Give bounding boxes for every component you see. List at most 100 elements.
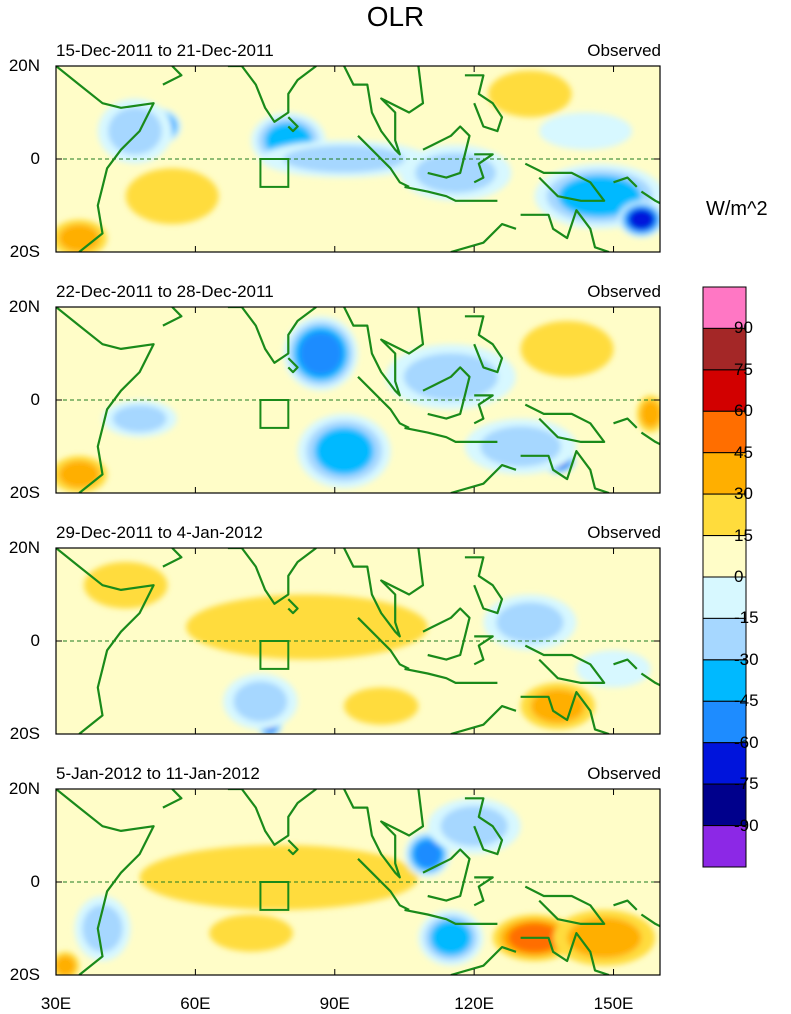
coastline (287, 116, 299, 133)
latitude-tick-label: 20S (9, 483, 40, 502)
coastline (524, 644, 606, 684)
coastline (404, 185, 498, 202)
latitude-tick-label: 0 (30, 631, 40, 650)
olr-anomaly-contour (414, 840, 442, 868)
coastline (520, 932, 610, 975)
panel-date-range: 5-Jan-2012 to 11-Jan-2012 (56, 764, 260, 783)
coastline (162, 307, 183, 327)
coastline (464, 315, 504, 374)
latitude-tick-label: 20S (9, 965, 40, 984)
olr-anomaly-contour (233, 681, 288, 722)
latitude-tick-label: 20N (8, 56, 40, 75)
panel-label: Observed (587, 282, 661, 301)
olr-anomaly-contour (576, 650, 651, 688)
coastline (450, 946, 517, 975)
coastline (640, 672, 660, 687)
coastline (343, 307, 425, 397)
coastline (613, 176, 638, 188)
colorbar-level-label: 90 (734, 318, 753, 338)
map-panel: 5-Jan-2012 to 11-Jan-2012 Observed 20N 0 20S (0, 0, 791, 984)
coastline (450, 464, 517, 493)
latitude-tick-label: 0 (30, 872, 40, 891)
colorbar-level-label: 15 (734, 525, 753, 545)
coastline (404, 908, 498, 925)
olr-anomaly-contour (299, 331, 343, 376)
map-panel: 29-Dec-2011 to 4-Jan-2012 Observed 20N 0 20S (0, 0, 791, 743)
coastline (343, 66, 425, 156)
coastline (343, 548, 425, 638)
longitude-tick-label: 90E (319, 994, 350, 1013)
olr-anomaly-contour (415, 152, 496, 194)
colorbar-level-label: -75 (734, 774, 759, 794)
panel-label: Observed (587, 523, 661, 542)
olr-anomaly-contour (520, 321, 614, 377)
latitude-tick-label: 20S (9, 724, 40, 743)
coastline (524, 885, 606, 925)
coastline (613, 658, 638, 670)
longitude-tick-label: 60E (180, 994, 211, 1013)
colorbar-level-label: -60 (734, 732, 759, 752)
latitude-tick-label: 20N (8, 779, 40, 798)
latitude-tick-label: 20N (8, 297, 40, 316)
panel-date-range: 22-Dec-2011 to 28-Dec-2011 (56, 282, 274, 301)
colorbar-swatch (702, 493, 747, 537)
olr-anomaly-contour (567, 917, 642, 958)
coastline (162, 66, 183, 86)
coastline (422, 125, 471, 179)
olr-anomaly-contour (640, 400, 660, 428)
colorbar-level-label: 45 (734, 442, 753, 462)
coastline (464, 556, 504, 615)
coastline (520, 209, 610, 252)
longitude-tick-label: 120E (454, 994, 494, 1013)
chart-title: OLR (366, 1, 425, 32)
coastline (450, 223, 517, 252)
colorbar-swatch (702, 825, 747, 868)
colorbar-level-label: -15 (734, 608, 759, 628)
latitude-tick-label: 20S (9, 242, 40, 261)
colorbar-swatch (702, 410, 747, 454)
coastline (227, 789, 317, 846)
colorbar-level-label: -45 (734, 691, 759, 711)
olr-anomaly-contour (82, 904, 123, 953)
coastline (287, 839, 299, 856)
coastline (524, 403, 606, 443)
panel-label: Observed (587, 41, 661, 60)
longitude-tick-label: 30E (40, 994, 72, 1013)
colorbar-swatch (702, 617, 747, 661)
reference-box (259, 640, 290, 670)
reference-box (259, 399, 290, 429)
coastline (287, 357, 299, 374)
olr-anomaly-contour (488, 70, 572, 118)
panel-date-range: 29-Dec-2011 to 4-Jan-2012 (56, 523, 263, 542)
coastline (287, 598, 299, 615)
coastline (357, 617, 410, 670)
olr-anomaly-contour (496, 602, 564, 643)
olr-anomaly-contour (125, 168, 219, 225)
latitude-tick-label: 0 (30, 149, 40, 168)
olr-anomaly-contour (186, 594, 428, 660)
olr-anomaly-contour (209, 914, 293, 952)
coastline (404, 667, 498, 684)
coastline (640, 913, 660, 928)
olr-anomaly-contour (58, 460, 100, 488)
coastline (464, 797, 504, 856)
colorbar-swatch (702, 452, 747, 495)
coastline (613, 899, 638, 911)
latitude-tick-label: 0 (30, 390, 40, 409)
colorbar-swatch (702, 700, 747, 744)
longitude-tick-label: 150E (593, 994, 634, 1013)
map-panel: 22-Dec-2011 to 28-Dec-2011 Observed 20N 0 20… (0, 0, 791, 502)
olr-anomaly-contour (430, 920, 472, 956)
coastline (473, 153, 494, 184)
coastline (520, 450, 610, 493)
olr-anomaly-contour (539, 112, 633, 150)
coastline (450, 705, 517, 734)
olr-anomaly-contour (56, 955, 76, 975)
colorbar-swatch (702, 576, 747, 619)
coastline (227, 548, 317, 605)
coastline (640, 190, 660, 205)
